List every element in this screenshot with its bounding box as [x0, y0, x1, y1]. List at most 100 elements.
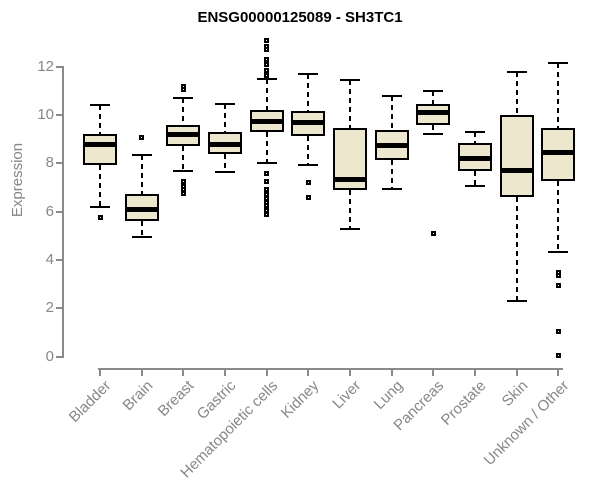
whisker-line-upper: [349, 79, 352, 129]
whisker-line-lower: [390, 159, 393, 189]
x-tick: [515, 370, 518, 376]
whisker-cap-lower: [465, 185, 486, 188]
median-line: [208, 141, 242, 147]
outlier-point: [264, 170, 270, 176]
outlier-point: [264, 56, 270, 62]
outlier-point: [305, 180, 311, 186]
y-tick-label: 8: [45, 154, 54, 172]
y-tick-label: 4: [45, 251, 54, 269]
whisker-cap-lower: [298, 163, 319, 166]
y-tick: [56, 259, 62, 262]
outlier-point: [264, 72, 270, 78]
median-line: [541, 149, 576, 155]
whisker-line-lower: [515, 197, 518, 302]
whisker-line-upper: [432, 90, 435, 105]
whisker-cap-lower: [423, 133, 444, 136]
outlier-point: [180, 178, 186, 184]
whisker-line-upper: [140, 154, 143, 194]
outlier-point: [97, 215, 103, 221]
outlier-point: [264, 178, 270, 184]
outlier-point: [305, 194, 311, 200]
x-tick: [557, 370, 560, 376]
outlier-point: [555, 273, 561, 279]
x-tick: [349, 370, 352, 376]
whisker-cap-lower: [381, 187, 402, 190]
outlier-point: [264, 61, 270, 67]
whisker-cap-lower: [340, 227, 361, 230]
whisker-line-lower: [182, 146, 185, 171]
x-tick: [390, 370, 393, 376]
median-line: [249, 118, 284, 124]
outlier-point: [180, 87, 186, 93]
whisker-cap-lower: [548, 250, 569, 253]
median-line: [166, 131, 201, 137]
y-tick: [56, 65, 62, 68]
y-tick: [56, 307, 62, 310]
y-tick: [56, 355, 62, 358]
whisker-cap-upper: [548, 62, 569, 65]
median-line: [416, 110, 451, 116]
whisker-cap-upper: [298, 72, 319, 75]
whisker-cap-upper: [215, 103, 235, 106]
outlier-point: [264, 203, 270, 209]
x-tick: [224, 370, 226, 376]
whisker-line-upper: [99, 105, 101, 135]
whisker-line-upper: [265, 78, 268, 111]
whisker-line-lower: [557, 181, 560, 252]
y-axis-line: [62, 65, 64, 358]
whisker-line-lower: [432, 124, 435, 135]
whisker-line-upper: [307, 73, 310, 112]
whisker-cap-lower: [90, 205, 110, 208]
outlier-point: [180, 191, 186, 197]
y-tick: [56, 162, 62, 165]
whisker-line-lower: [140, 221, 143, 238]
median-line: [458, 156, 493, 162]
y-tick: [56, 210, 62, 213]
whisker-line-lower: [474, 170, 477, 187]
x-tick: [182, 370, 185, 376]
whisker-line-upper: [390, 95, 393, 130]
median-line: [291, 119, 326, 125]
y-tick-label: 2: [45, 299, 54, 317]
median-line: [333, 176, 368, 182]
whisker-line-lower: [224, 153, 226, 172]
y-tick-label: 12: [37, 57, 54, 75]
x-axis-line: [97, 368, 563, 370]
y-tick-label: 10: [37, 106, 54, 124]
outlier-point: [264, 47, 270, 53]
outlier-point: [264, 67, 270, 73]
whisker-line-lower: [265, 131, 268, 164]
median-line: [83, 141, 117, 147]
whisker-line-lower: [99, 164, 101, 207]
y-tick: [56, 114, 62, 117]
whisker-line-upper: [557, 63, 560, 129]
outlier-point: [430, 230, 436, 236]
whisker-cap-lower: [506, 300, 527, 303]
median-line: [374, 142, 409, 148]
y-tick-label: 0: [45, 347, 54, 365]
whisker-line-lower: [307, 135, 310, 165]
whisker-line-lower: [349, 189, 352, 229]
y-tick-label: 6: [45, 202, 54, 220]
x-tick: [265, 370, 268, 376]
x-tick: [99, 370, 101, 376]
x-tick: [474, 370, 477, 376]
whisker-cap-lower: [131, 236, 152, 239]
whisker-cap-upper: [173, 97, 194, 100]
outlier-point: [555, 282, 561, 288]
whisker-cap-upper: [256, 77, 277, 80]
whisker-cap-upper: [506, 70, 527, 73]
whisker-cap-upper: [340, 78, 361, 81]
outlier-point: [264, 211, 270, 217]
x-tick: [140, 370, 143, 376]
box: [83, 134, 117, 165]
outlier-point: [139, 135, 145, 141]
outlier-point: [264, 187, 270, 193]
chart-title: ENSG00000125089 - SH3TC1: [197, 9, 403, 26]
whisker-line-upper: [515, 71, 518, 116]
median-line: [499, 168, 534, 174]
x-tick: [432, 370, 435, 376]
outlier-point: [555, 328, 561, 334]
box: [499, 115, 534, 198]
